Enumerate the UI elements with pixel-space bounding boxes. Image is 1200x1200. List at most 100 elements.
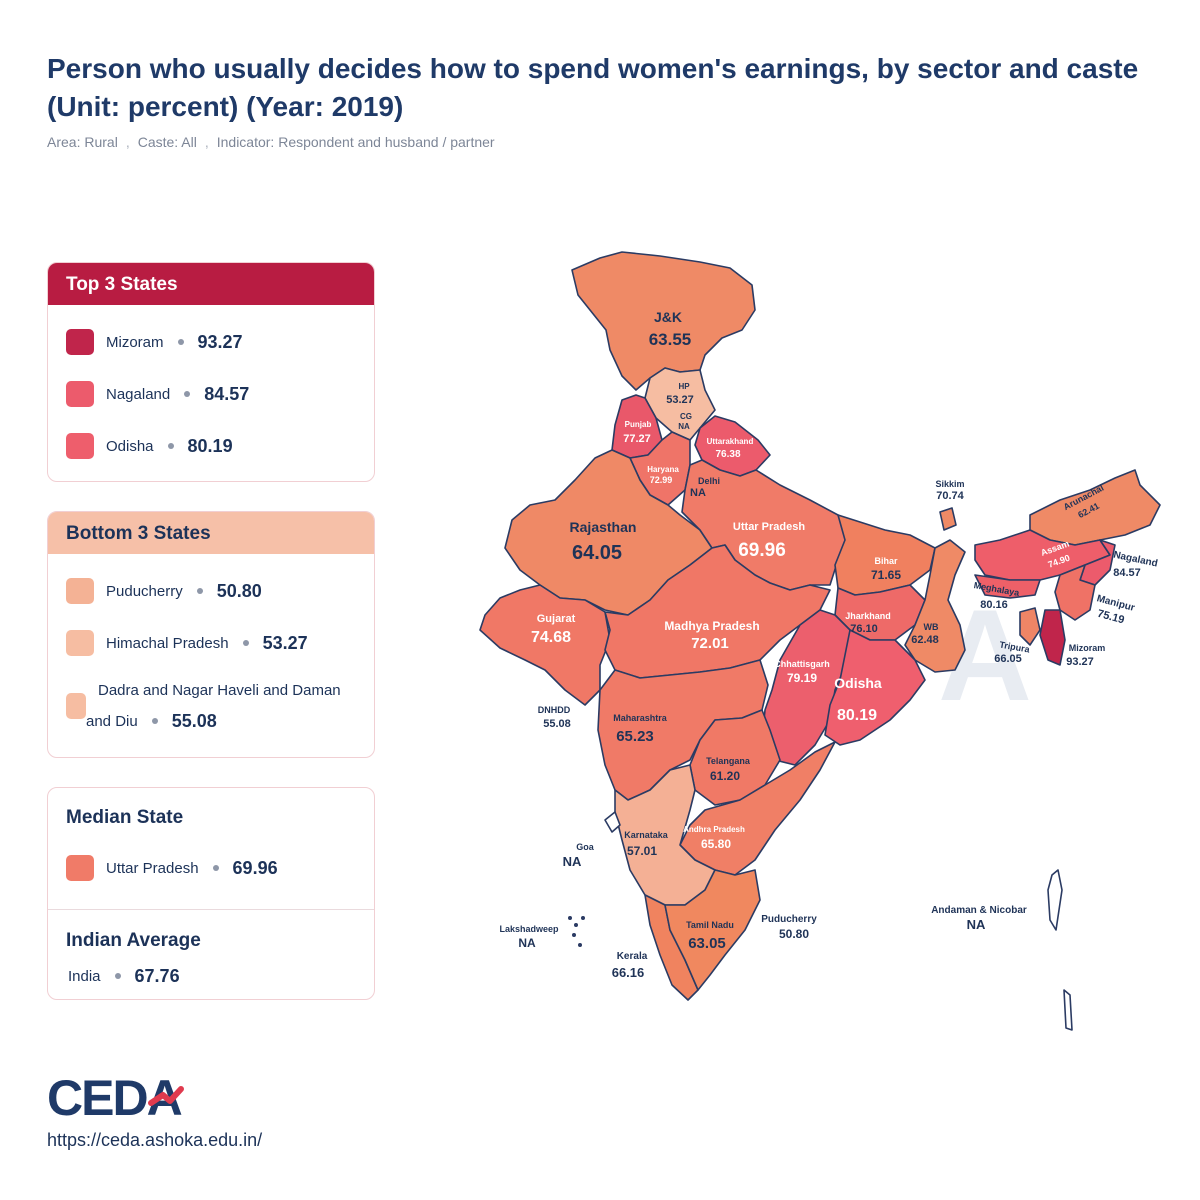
label-ap-value: 65.80 bbox=[701, 837, 731, 851]
color-swatch bbox=[66, 381, 94, 407]
bottom-3-states-card: Bottom 3 States Puducherry 50.80 Himacha… bbox=[47, 511, 375, 758]
color-swatch bbox=[66, 433, 94, 459]
label-jk-name: J&K bbox=[654, 309, 682, 325]
filter-summary: Area: Rural, Caste: All, Indicator: Respon… bbox=[47, 134, 495, 150]
page-title: Person who usually decides how to spend … bbox=[47, 53, 1139, 122]
bullet-dot bbox=[196, 588, 203, 594]
bottom-state-row: Puducherry 50.80 bbox=[66, 577, 262, 605]
region-chhattisgarh[interactable] bbox=[761, 609, 851, 766]
state-name: Himachal Pradesh bbox=[106, 634, 229, 652]
label-wb-value: 62.48 bbox=[911, 634, 939, 646]
label-puducherry-name: Puducherry bbox=[761, 914, 817, 925]
label-meghalaya-value: 80.16 bbox=[980, 599, 1008, 611]
state-name: Nagaland bbox=[106, 385, 171, 403]
label-bihar-value: 71.65 bbox=[871, 568, 901, 582]
state-value: 93.27 bbox=[197, 331, 243, 352]
country-name: India bbox=[68, 967, 101, 985]
region-manipur[interactable] bbox=[1054, 564, 1096, 621]
label-goa-value: NA bbox=[563, 854, 582, 869]
label-mp-name: Madhya Pradesh bbox=[664, 619, 759, 633]
label-delhi-name: Delhi bbox=[698, 476, 720, 486]
region-mizoram[interactable] bbox=[1039, 609, 1066, 666]
label-jk-value: 63.55 bbox=[649, 330, 692, 349]
bullet-dot bbox=[151, 718, 158, 724]
filter-indicator: Indicator: Respondent and husband / part… bbox=[216, 134, 495, 150]
label-tamilnadu-value: 63.05 bbox=[688, 935, 726, 952]
filter-separator: , bbox=[125, 134, 130, 150]
label-gujarat-value: 74.68 bbox=[531, 629, 571, 646]
label-haryana-value: 72.99 bbox=[650, 475, 673, 485]
color-swatch bbox=[66, 855, 94, 881]
state-value: 50.80 bbox=[216, 580, 262, 601]
label-dnhdd-value: 55.08 bbox=[543, 718, 571, 730]
label-tamilnadu-name: Tamil Nadu bbox=[686, 920, 734, 930]
region-odisha[interactable] bbox=[824, 629, 926, 746]
filter-caste: Caste: All bbox=[137, 134, 197, 150]
label-mizoram-value: 93.27 bbox=[1066, 656, 1094, 668]
median-row: Uttar Pradesh 69.96 bbox=[66, 854, 278, 882]
label-uttarakhand-name: Uttarakhand bbox=[707, 437, 754, 446]
region-karnataka[interactable] bbox=[614, 764, 716, 906]
state-value: 80.19 bbox=[187, 435, 233, 456]
color-swatch bbox=[66, 693, 86, 719]
label-andaman-value: NA bbox=[967, 917, 986, 932]
state-name-cont: and Diu bbox=[86, 712, 138, 730]
label-rajasthan-value: 64.05 bbox=[572, 542, 622, 564]
region-wb[interactable] bbox=[904, 539, 966, 673]
state-value: 69.96 bbox=[232, 857, 278, 878]
label-hp-value: 53.27 bbox=[666, 394, 694, 406]
region-jk[interactable] bbox=[571, 251, 756, 391]
label-maharashtra-value: 65.23 bbox=[616, 728, 654, 745]
bullet-dot bbox=[114, 973, 121, 979]
color-swatch bbox=[66, 578, 94, 604]
bullet-dot bbox=[177, 339, 184, 345]
state-name: Dadra and Nagar Haveli and Daman bbox=[98, 682, 341, 699]
state-name: Puducherry bbox=[106, 582, 183, 600]
label-mp-value: 72.01 bbox=[691, 635, 729, 652]
region-nicobar[interactable] bbox=[1063, 989, 1073, 1031]
label-kerala-name: Kerala bbox=[617, 951, 648, 962]
label-tripura-value: 66.05 bbox=[994, 653, 1022, 665]
label-odisha-name: Odisha bbox=[834, 675, 882, 691]
color-swatch bbox=[66, 630, 94, 656]
label-telangana-name: Telangana bbox=[706, 756, 751, 766]
region-tamilnadu[interactable] bbox=[664, 869, 761, 991]
label-dnhdd-name: DNHDD bbox=[538, 705, 571, 715]
region-up[interactable] bbox=[681, 459, 849, 591]
map-labels: J&K 63.55 HP 53.27 CG NA Punjab 77.27 Ut… bbox=[499, 309, 1158, 980]
lakshadweep-islands bbox=[568, 916, 585, 947]
state-value: 84.57 bbox=[204, 383, 250, 404]
label-jharkhand-value: 76.10 bbox=[850, 623, 878, 635]
label-cg-name: CG bbox=[680, 412, 692, 421]
region-rajasthan[interactable] bbox=[504, 449, 713, 616]
top-state-row: Odisha 80.19 bbox=[66, 432, 233, 460]
label-andaman-name: Andaman & Nicobar bbox=[931, 905, 1027, 916]
region-gujarat[interactable] bbox=[479, 584, 611, 706]
state-name: Mizoram bbox=[106, 333, 164, 351]
label-nagaland-value: 84.57 bbox=[1113, 567, 1141, 579]
region-meghalaya[interactable] bbox=[974, 574, 1041, 599]
india-map: A bbox=[479, 251, 1161, 1031]
label-goa-name: Goa bbox=[576, 842, 594, 852]
state-value: 53.27 bbox=[262, 632, 308, 653]
region-andaman[interactable] bbox=[1047, 869, 1063, 931]
label-chhattisgarh-name: Chhattisgarh bbox=[774, 659, 830, 669]
region-bihar[interactable] bbox=[834, 514, 936, 596]
label-maharashtra-name: Maharashtra bbox=[613, 713, 668, 723]
label-haryana-name: Haryana bbox=[647, 465, 679, 474]
region-sikkim[interactable] bbox=[939, 507, 957, 531]
label-puducherry-value: 50.80 bbox=[779, 927, 809, 941]
median-heading: Median State bbox=[66, 807, 184, 828]
label-delhi-value: NA bbox=[690, 487, 706, 499]
label-bihar-name: Bihar bbox=[874, 556, 898, 566]
bottom-state-row: and Diu 55.08 bbox=[86, 707, 217, 735]
label-mizoram-name: Mizoram bbox=[1069, 643, 1106, 653]
region-tripura[interactable] bbox=[1019, 607, 1041, 646]
label-up-name: Uttar Pradesh bbox=[733, 521, 805, 533]
average-heading: Indian Average bbox=[66, 930, 201, 951]
country-value: 67.76 bbox=[134, 965, 180, 986]
filter-area: Area: Rural bbox=[47, 134, 118, 150]
label-lakshadweep-name: Lakshadweep bbox=[499, 924, 559, 934]
label-up-value: 69.96 bbox=[738, 540, 786, 561]
region-goa[interactable] bbox=[604, 811, 621, 833]
